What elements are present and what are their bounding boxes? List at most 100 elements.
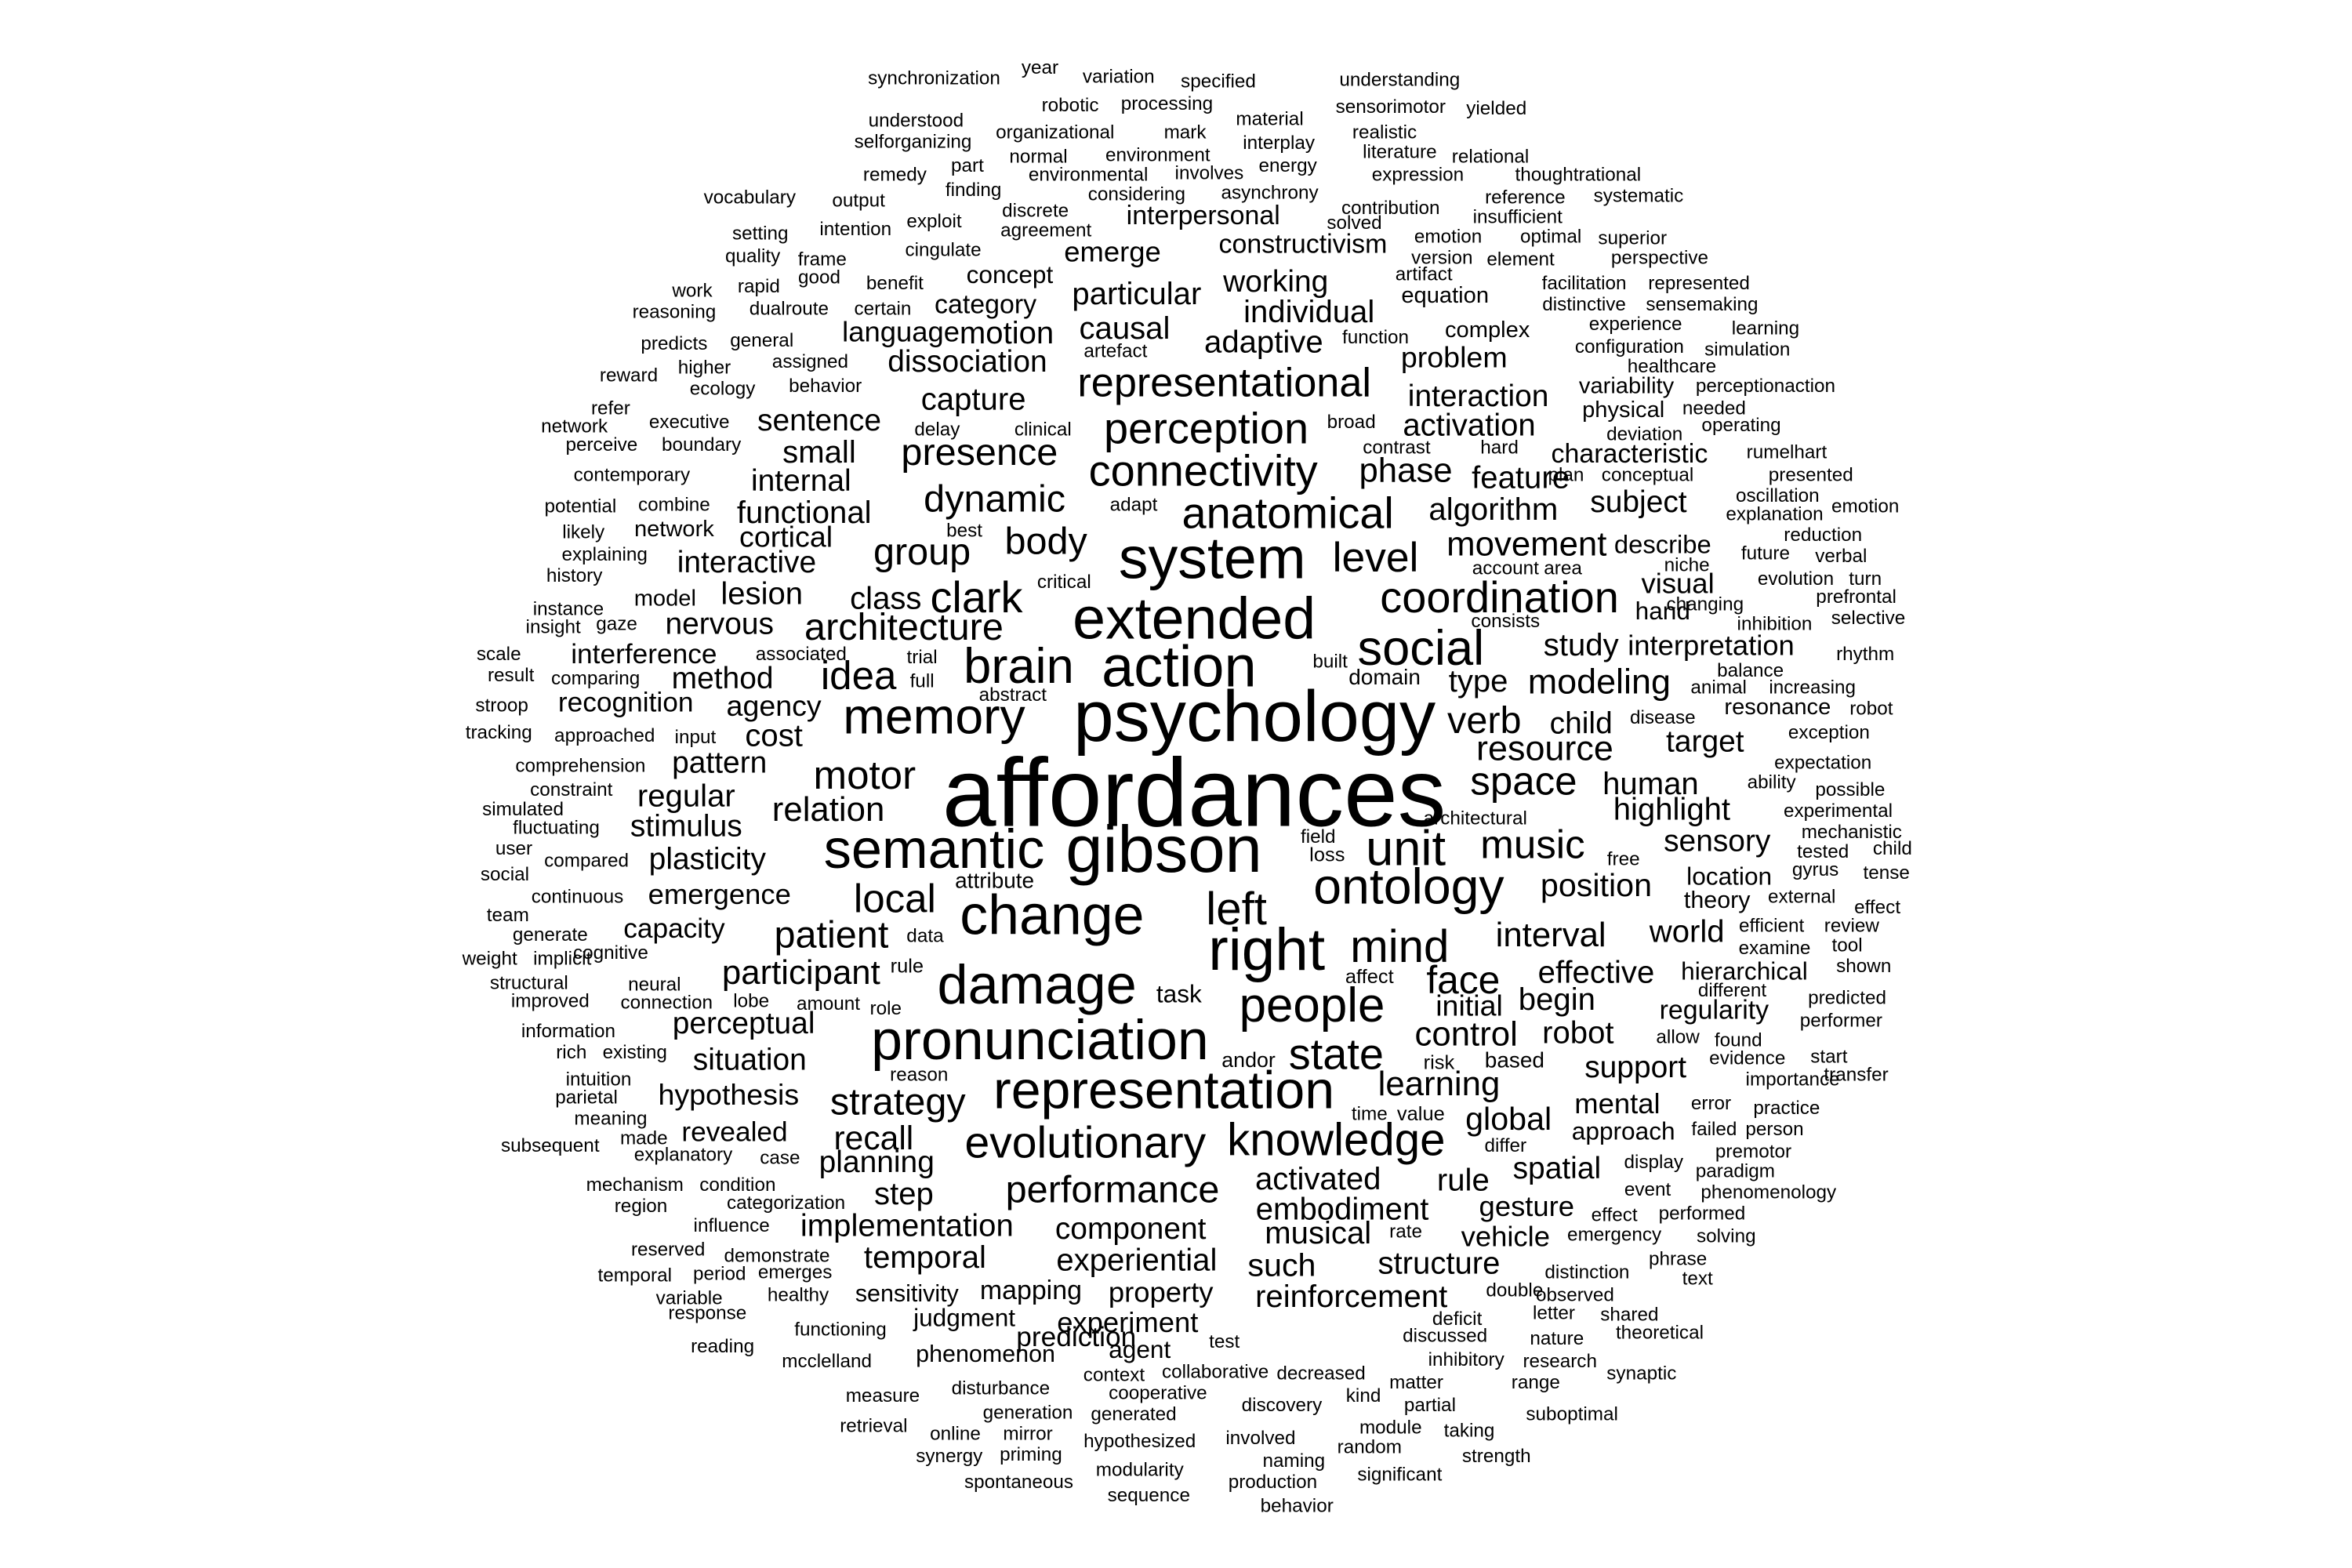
cloud-word: judgment <box>913 1304 1015 1332</box>
cloud-word: describe <box>1614 530 1711 559</box>
cloud-word: experiment <box>1057 1306 1198 1338</box>
cloud-word: executive <box>649 412 730 433</box>
cloud-word: method <box>672 662 774 695</box>
cloud-word: synergy <box>916 1446 983 1467</box>
cloud-word: damage <box>937 953 1136 1015</box>
cloud-word: causal <box>1079 311 1170 346</box>
cloud-word: meaning <box>574 1108 647 1129</box>
cloud-word: target <box>1666 725 1744 759</box>
cloud-word: gyrus <box>1792 859 1838 880</box>
cloud-word: cooperative <box>1109 1382 1207 1403</box>
cloud-word: reference <box>1485 187 1566 208</box>
cloud-word: emerges <box>758 1262 832 1283</box>
cloud-word: regularity <box>1660 995 1769 1025</box>
cloud-word: problem <box>1401 341 1508 374</box>
cloud-word: movement <box>1446 525 1606 564</box>
cloud-word: organizational <box>996 122 1114 143</box>
cloud-word: group <box>873 531 971 573</box>
cloud-word: likely <box>562 521 605 543</box>
cloud-word: delay <box>914 419 960 441</box>
cloud-word: agency <box>727 689 822 722</box>
cloud-word: yielded <box>1466 98 1526 119</box>
cloud-word: sensory <box>1664 825 1771 858</box>
cloud-word: literature <box>1363 142 1436 163</box>
cloud-word: evidence <box>1709 1048 1785 1069</box>
cloud-word: connectivity <box>1089 446 1318 495</box>
cloud-word: music <box>1480 822 1584 866</box>
cloud-word: perceptual <box>673 1007 815 1040</box>
cloud-word: child <box>1873 838 1912 859</box>
cloud-word: thoughtrational <box>1515 165 1642 186</box>
cloud-word: sentence <box>757 404 881 437</box>
cloud-word: tool <box>1831 935 1862 956</box>
cloud-word: parietal <box>555 1087 618 1109</box>
cloud-word: paradigm <box>1696 1161 1775 1182</box>
cloud-word: robotic <box>1042 95 1099 116</box>
cloud-word: environmental <box>1029 165 1149 186</box>
cloud-word: failed <box>1691 1119 1737 1140</box>
cloud-word: variation <box>1083 67 1155 88</box>
cloud-word: psychology <box>1073 676 1436 757</box>
cloud-word: distinctive <box>1542 294 1626 315</box>
cloud-word: performance <box>1006 1168 1220 1210</box>
cloud-word: architectural <box>1424 808 1527 829</box>
cloud-word: refer <box>591 398 630 419</box>
cloud-word: subsequent <box>501 1135 600 1156</box>
cloud-word: spatial <box>1513 1152 1602 1185</box>
cloud-word: revealed <box>681 1117 787 1148</box>
cloud-word: needed <box>1682 398 1746 419</box>
cloud-word: risk <box>1424 1052 1455 1074</box>
cloud-word: selective <box>1831 608 1905 629</box>
cloud-word: element <box>1486 249 1555 270</box>
cloud-word: attribute <box>955 869 1034 893</box>
cloud-word: perceive <box>565 434 637 456</box>
cloud-word: neural <box>628 974 681 995</box>
cloud-word: interpretation <box>1628 630 1795 662</box>
cloud-word: sensorimotor <box>1336 96 1446 118</box>
cloud-word: history <box>546 565 603 586</box>
cloud-word: perceptionaction <box>1696 376 1835 397</box>
cloud-word: network <box>634 517 714 542</box>
cloud-word: global <box>1465 1101 1552 1137</box>
cloud-word: hypothesized <box>1083 1431 1196 1452</box>
cloud-word: temporal <box>598 1265 672 1286</box>
cloud-word: situation <box>693 1043 807 1076</box>
cloud-word: phase <box>1359 452 1452 490</box>
cloud-word: dynamic <box>924 478 1065 521</box>
cloud-word: interpersonal <box>1127 201 1280 230</box>
cloud-word: cognitive <box>573 942 648 964</box>
cloud-word: understanding <box>1339 69 1460 90</box>
cloud-word: processing <box>1121 93 1213 114</box>
cloud-word: naming <box>1263 1450 1326 1472</box>
cloud-word: external <box>1768 887 1835 908</box>
cloud-word: constructivism <box>1219 230 1388 260</box>
cloud-word: synchronization <box>868 68 1000 89</box>
cloud-word: presence <box>901 431 1058 474</box>
cloud-word: emergence <box>648 878 791 910</box>
cloud-word: benefit <box>866 273 924 294</box>
cloud-word: value <box>1397 1103 1445 1125</box>
cloud-word: future <box>1741 543 1790 564</box>
cloud-word: material <box>1236 108 1303 129</box>
cloud-word: physical <box>1582 397 1664 423</box>
cloud-word: online <box>930 1423 981 1444</box>
cloud-word: kind <box>1346 1385 1381 1406</box>
cloud-word: text <box>1682 1268 1713 1289</box>
cloud-word: facilitation <box>1542 273 1627 294</box>
cloud-word: condition <box>699 1174 775 1196</box>
cloud-word: extended <box>1073 586 1316 652</box>
cloud-word: event <box>1624 1179 1671 1200</box>
cloud-word: examine <box>1739 938 1811 959</box>
cloud-word: relation <box>772 790 884 829</box>
cloud-word: face <box>1426 958 1500 1002</box>
cloud-word: efficient <box>1739 915 1805 936</box>
cloud-word: intention <box>819 219 891 240</box>
cloud-word: account <box>1472 558 1539 579</box>
cloud-word: nervous <box>665 608 773 641</box>
cloud-word: fluctuating <box>513 817 600 838</box>
cloud-word: motion <box>960 316 1054 350</box>
cloud-word: learning <box>1732 318 1799 339</box>
cloud-word: right <box>1208 916 1325 983</box>
cloud-word: language <box>842 316 960 348</box>
cloud-word: discussed <box>1403 1325 1487 1346</box>
